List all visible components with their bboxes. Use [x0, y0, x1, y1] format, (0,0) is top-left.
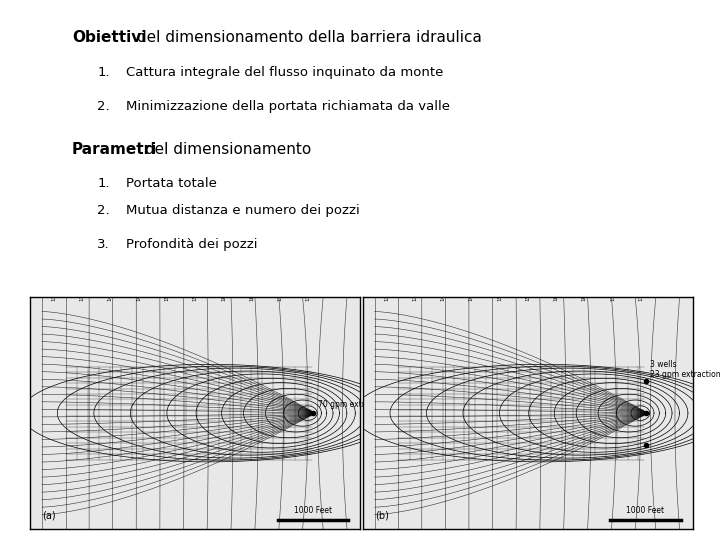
Text: del dimensionamento: del dimensionamento [140, 142, 312, 157]
Text: 145: 145 [136, 291, 141, 301]
Text: 160: 160 [221, 291, 226, 301]
Text: 170: 170 [610, 291, 615, 301]
Text: 2.: 2. [97, 204, 110, 217]
Text: 1.: 1. [97, 66, 110, 79]
Text: 165: 165 [582, 291, 587, 301]
Text: 175: 175 [306, 291, 311, 301]
Text: 140: 140 [108, 291, 113, 301]
Text: 150: 150 [497, 291, 502, 301]
Text: 1.: 1. [97, 177, 110, 190]
Text: Profondità dei pozzi: Profondità dei pozzi [126, 238, 258, 251]
Text: 150: 150 [164, 291, 169, 301]
Text: Portata totale: Portata totale [126, 177, 217, 190]
Text: 135: 135 [79, 291, 84, 301]
Text: (a): (a) [42, 510, 55, 521]
Text: 1000 Feet: 1000 Feet [294, 505, 332, 515]
Text: 130: 130 [384, 291, 389, 301]
Text: 3 wells
23 gpm extraction per well: 3 wells 23 gpm extraction per well [650, 360, 720, 379]
Text: Mutua distanza e numero dei pozzi: Mutua distanza e numero dei pozzi [126, 204, 360, 217]
Text: 3.: 3. [97, 238, 110, 251]
Text: del dimensionamento della barriera idraulica: del dimensionamento della barriera idrau… [132, 30, 482, 45]
Text: 160: 160 [554, 291, 559, 301]
Text: 130: 130 [51, 291, 56, 301]
Text: 175: 175 [639, 291, 644, 301]
Text: 70 gpm extraction: 70 gpm extraction [318, 400, 388, 409]
Text: Obiettivi: Obiettivi [72, 30, 146, 45]
Text: 140: 140 [441, 291, 446, 301]
Text: 145: 145 [469, 291, 474, 301]
Text: 165: 165 [249, 291, 254, 301]
Text: Parametri: Parametri [72, 142, 157, 157]
Text: Cattura integrale del flusso inquinato da monte: Cattura integrale del flusso inquinato d… [126, 66, 444, 79]
Text: 2.: 2. [97, 100, 110, 113]
Text: Minimizzazione della portata richiamata da valle: Minimizzazione della portata richiamata … [126, 100, 450, 113]
Text: 155: 155 [193, 291, 197, 301]
Text: 155: 155 [526, 291, 530, 301]
Text: 1000 Feet: 1000 Feet [626, 505, 665, 515]
Text: (b): (b) [374, 510, 389, 521]
Text: 170: 170 [277, 291, 282, 301]
Text: 135: 135 [412, 291, 417, 301]
